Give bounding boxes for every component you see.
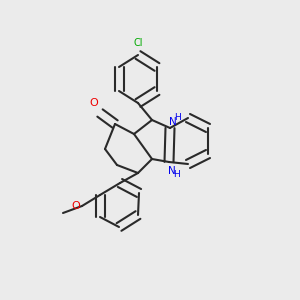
Text: N: N: [169, 117, 177, 127]
Text: H: H: [174, 113, 181, 122]
Text: Cl: Cl: [133, 38, 143, 48]
Text: O: O: [89, 98, 98, 108]
Text: O: O: [71, 201, 80, 211]
Text: N: N: [168, 166, 176, 176]
Text: H: H: [173, 170, 180, 179]
